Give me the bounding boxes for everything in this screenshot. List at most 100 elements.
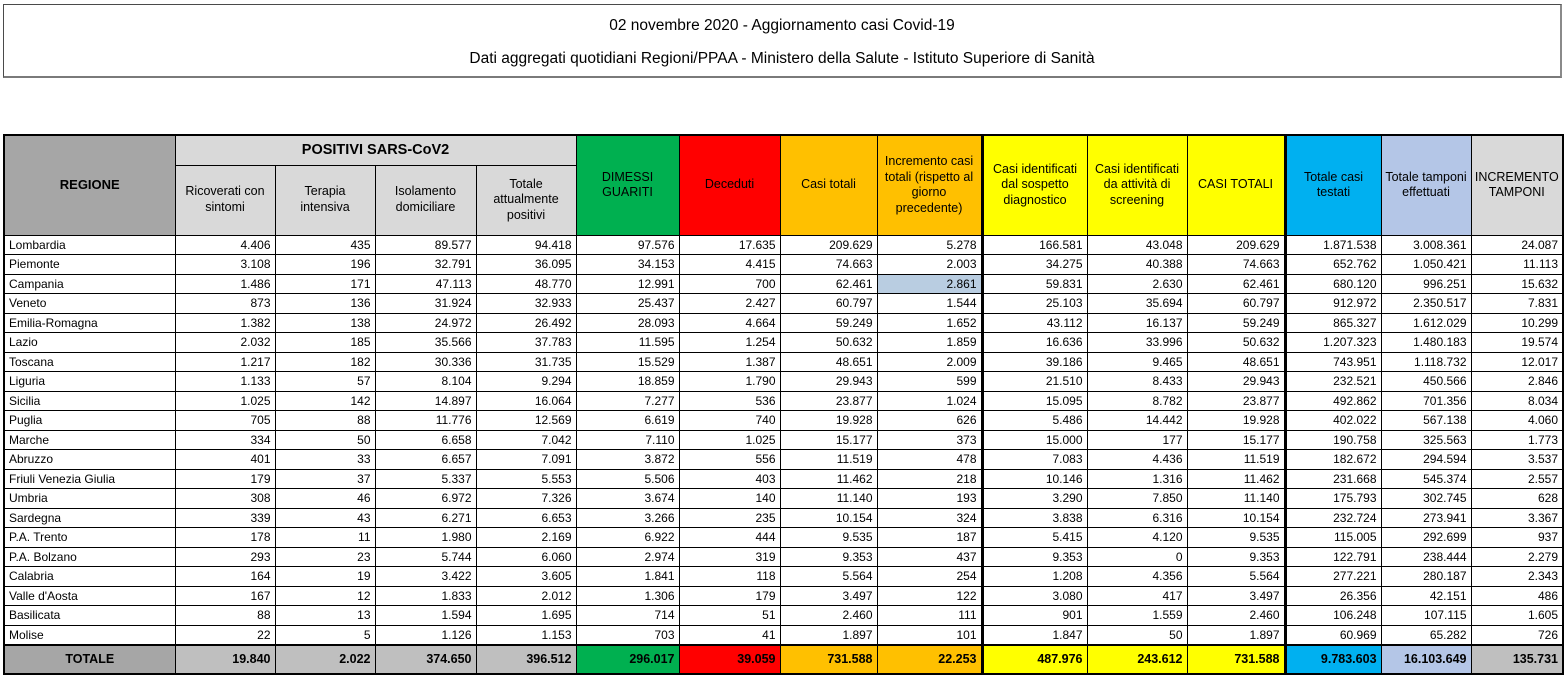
header-ricoverati: Ricoverati con sintomi xyxy=(174,164,276,236)
value-cell: 4.120 xyxy=(1086,527,1188,548)
value-cell: 7.091 xyxy=(475,449,577,470)
value-cell: 16.064 xyxy=(475,390,577,411)
value-cell: 22 xyxy=(174,624,276,645)
value-cell: 7.083 xyxy=(980,449,1088,470)
table-row: Sardegna 339 43 6.271 6.653 3.266 235 10.154 324… xyxy=(3,507,1564,528)
value-cell: 7.277 xyxy=(575,390,680,411)
value-cell: 9.294 xyxy=(475,371,577,392)
region-cell: Campania xyxy=(3,273,176,294)
value-cell: 231.668 xyxy=(1283,468,1382,489)
value-cell: 166.581 xyxy=(980,234,1088,255)
total-value-cell: 731.588 xyxy=(1186,643,1286,674)
selected-cell[interactable]: 2.861 xyxy=(876,273,983,294)
value-cell: 273.941 xyxy=(1380,507,1472,528)
value-cell: 2.557 xyxy=(1470,468,1564,489)
value-cell: 50.632 xyxy=(779,332,878,353)
value-cell: 42.151 xyxy=(1380,585,1472,606)
value-cell: 8.433 xyxy=(1086,371,1188,392)
value-cell: 403 xyxy=(678,468,781,489)
value-cell: 122 xyxy=(876,585,983,606)
value-cell: 3.605 xyxy=(475,566,577,587)
total-value-cell: 374.650 xyxy=(374,643,477,674)
value-cell: 11.462 xyxy=(779,468,878,489)
value-cell: 196 xyxy=(274,254,376,275)
value-cell: 10.154 xyxy=(1186,507,1286,528)
value-cell: 1.024 xyxy=(876,390,983,411)
value-cell: 1.859 xyxy=(876,332,983,353)
total-value-cell: 16.103.649 xyxy=(1380,643,1472,674)
value-cell: 444 xyxy=(678,527,781,548)
value-cell: 1.153 xyxy=(475,624,577,645)
value-cell: 3.008.361 xyxy=(1380,234,1472,255)
value-cell: 31.735 xyxy=(475,351,577,372)
total-value-cell: 243.612 xyxy=(1086,643,1188,674)
table-row: Sicilia 1.025 142 14.897 16.064 7.277 536 23.87… xyxy=(3,390,1564,411)
value-cell: 2.343 xyxy=(1470,566,1564,587)
value-cell: 5.553 xyxy=(475,468,577,489)
value-cell: 2.460 xyxy=(779,605,878,626)
value-cell: 9.535 xyxy=(779,527,878,548)
value-cell: 5 xyxy=(274,624,376,645)
table-row: Lazio 2.032 185 35.566 37.783 11.595 1.254 50.6… xyxy=(3,332,1564,353)
value-cell: 35.566 xyxy=(374,332,477,353)
value-cell: 6.619 xyxy=(575,410,680,431)
value-cell: 1.695 xyxy=(475,605,577,626)
value-cell: 1.790 xyxy=(678,371,781,392)
value-cell: 25.103 xyxy=(980,293,1088,314)
value-cell: 5.278 xyxy=(876,234,983,255)
value-cell: 478 xyxy=(876,449,983,470)
value-cell: 164 xyxy=(174,566,276,587)
value-cell: 97.576 xyxy=(575,234,680,255)
value-cell: 238.444 xyxy=(1380,546,1472,567)
value-cell: 89.577 xyxy=(374,234,477,255)
value-cell: 740 xyxy=(678,410,781,431)
value-cell: 435 xyxy=(274,234,376,255)
value-cell: 7.042 xyxy=(475,429,577,450)
value-cell: 9.353 xyxy=(980,546,1088,567)
value-cell: 1.207.323 xyxy=(1283,332,1382,353)
value-cell: 57 xyxy=(274,371,376,392)
value-cell: 3.108 xyxy=(174,254,276,275)
value-cell: 23.877 xyxy=(779,390,878,411)
value-cell: 1.559 xyxy=(1086,605,1188,626)
value-cell: 62.461 xyxy=(1186,273,1286,294)
table-row: Marche 334 50 6.658 7.042 7.110 1.025 15.177 373… xyxy=(3,429,1564,450)
value-cell: 4.415 xyxy=(678,254,781,275)
value-cell: 111 xyxy=(876,605,983,626)
value-cell: 235 xyxy=(678,507,781,528)
value-cell: 2.630 xyxy=(1086,273,1188,294)
value-cell: 1.612.029 xyxy=(1380,312,1472,333)
region-cell: Calabria xyxy=(3,566,176,587)
value-cell: 179 xyxy=(678,585,781,606)
value-cell: 1.050.421 xyxy=(1380,254,1472,275)
value-cell: 3.872 xyxy=(575,449,680,470)
value-cell: 23.877 xyxy=(1186,390,1286,411)
value-cell: 703 xyxy=(575,624,680,645)
header-casi-screening: Casi identificati da attività di screeni… xyxy=(1086,134,1188,236)
value-cell: 2.169 xyxy=(475,527,577,548)
header-casi-sospetto: Casi identificati dal sospetto diagnosti… xyxy=(980,134,1088,236)
value-cell: 324 xyxy=(876,507,983,528)
table-row: Campania 1.486 171 47.113 48.770 12.991 700 62.… xyxy=(3,273,1564,294)
value-cell: 136 xyxy=(274,293,376,314)
value-cell: 107.115 xyxy=(1380,605,1472,626)
value-cell: 5.337 xyxy=(374,468,477,489)
table-row: Umbria 308 46 6.972 7.326 3.674 140 11.140 193 3.… xyxy=(3,488,1564,509)
value-cell: 218 xyxy=(876,468,983,489)
value-cell: 1.382 xyxy=(174,312,276,333)
value-cell: 16.137 xyxy=(1086,312,1188,333)
value-cell: 115.005 xyxy=(1283,527,1382,548)
value-cell: 3.674 xyxy=(575,488,680,509)
report-title-line1: 02 novembre 2020 - Aggiornamento casi Co… xyxy=(609,17,955,34)
value-cell: 4.356 xyxy=(1086,566,1188,587)
value-cell: 209.629 xyxy=(1186,234,1286,255)
region-cell: Piemonte xyxy=(3,254,176,275)
value-cell: 41 xyxy=(678,624,781,645)
value-cell: 2.974 xyxy=(575,546,680,567)
header-dimessi-guariti: DIMESSI GUARITI xyxy=(575,134,680,236)
value-cell: 50 xyxy=(274,429,376,450)
value-cell: 24.972 xyxy=(374,312,477,333)
table-row: Friuli Venezia Giulia 179 37 5.337 5.553 5.50… xyxy=(3,468,1564,489)
value-cell: 1.316 xyxy=(1086,468,1188,489)
value-cell: 4.436 xyxy=(1086,449,1188,470)
